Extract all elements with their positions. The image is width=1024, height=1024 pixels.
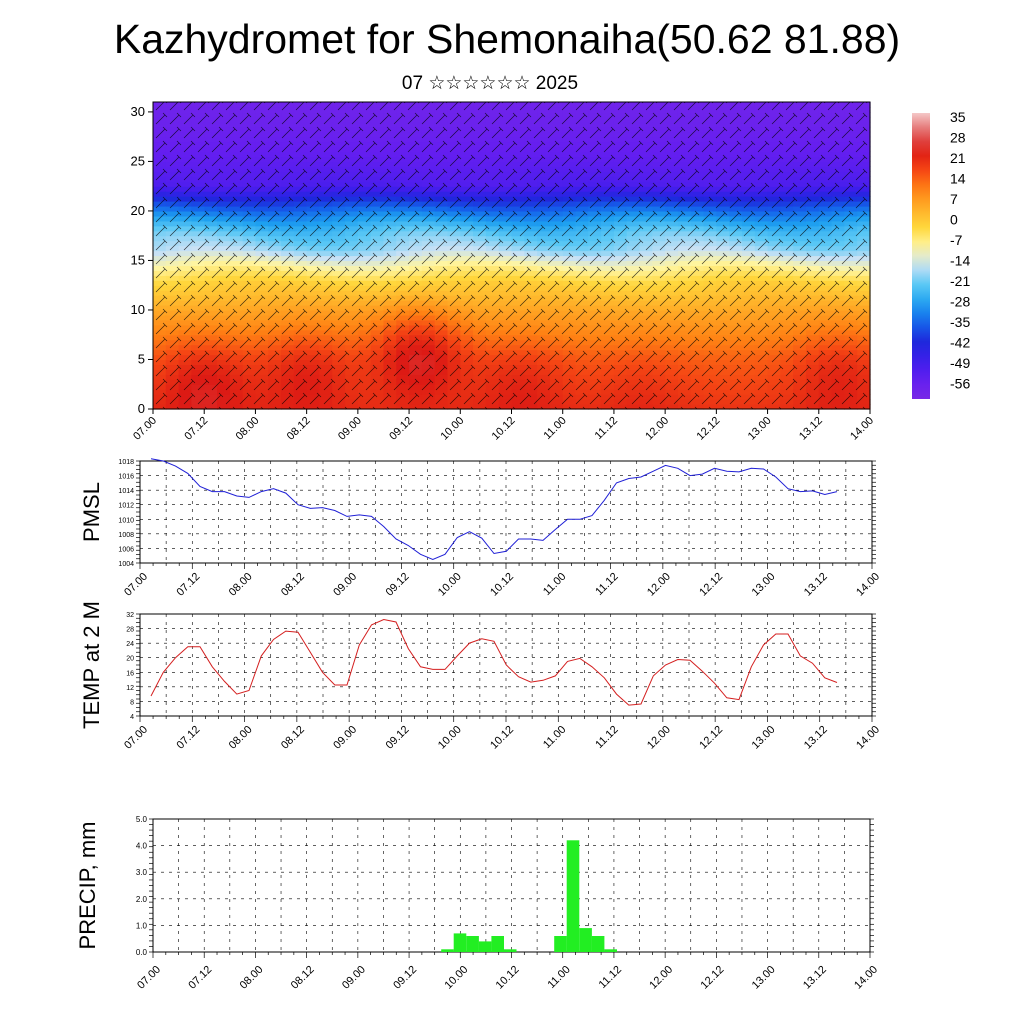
x-tick-label: 12.00 [647, 964, 675, 992]
precip-bar [466, 936, 479, 952]
precip-bar [591, 936, 605, 952]
precip-bar [503, 949, 517, 952]
colorbar-labels: 35 28 21 14 7 0 -7 -14 -21 -28 -35 -42 -49 -56 [950, 109, 970, 392]
colorbar-label: 0 [950, 212, 958, 228]
y-tick-label: 1014 [118, 488, 134, 495]
wind-barbs-overlay [153, 102, 870, 409]
chart-title: Kazhydromet for Shemonaiha(50.62 81.88) [113, 16, 901, 62]
colorbar-label: 21 [950, 150, 966, 166]
y-axis-label: PMSL [79, 482, 104, 542]
x-tick-label: 10.12 [494, 964, 522, 992]
y-tick-label: 25 [131, 153, 145, 168]
y-axis-label: PRECIP, mm [75, 822, 100, 950]
y-tick-label: 2.0 [136, 895, 148, 904]
y-tick-label: 4 [130, 714, 134, 721]
precip-bar [478, 941, 492, 952]
precip-bar [566, 840, 580, 952]
x-tick-label: 11.12 [597, 964, 624, 991]
x-tick-label: 07.12 [186, 964, 214, 992]
y-tick-label: 5 [138, 351, 145, 366]
x-tick-label: 10.00 [442, 964, 470, 992]
precip-bar [441, 949, 454, 952]
x-tick-label: 09.12 [391, 964, 419, 992]
y-tick-label: 1010 [118, 517, 134, 524]
colorbar-label: 35 [950, 109, 966, 125]
y-tick-label: 12 [126, 685, 134, 692]
colorbar-label: -56 [950, 376, 970, 392]
y-tick-label: 15 [131, 252, 145, 267]
y-tick-label: 5.0 [136, 815, 148, 824]
y-tick-label: 30 [131, 104, 145, 119]
colorbar-label: 7 [950, 191, 958, 207]
colorbar-label: 28 [950, 130, 966, 146]
colorbar-label: -21 [950, 273, 970, 289]
x-tick-label: 13.00 [750, 964, 778, 992]
y-tick-label: 32 [126, 612, 134, 619]
precip-bar [453, 933, 467, 952]
y-tick-label: 20 [131, 203, 145, 218]
y-tick-label: 10 [131, 302, 145, 317]
x-tick-label: 12.12 [699, 964, 727, 992]
x-tick-label: 09.00 [340, 964, 368, 992]
colorbar-label: 14 [950, 171, 966, 187]
y-tick-label: 0.0 [136, 948, 148, 957]
colorbar-label: -35 [950, 314, 970, 330]
precip-bar [491, 936, 504, 952]
y-tick-label: 24 [126, 641, 134, 648]
y-tick-label: 1008 [118, 532, 134, 539]
temp-series-line [150, 618, 838, 706]
x-tick-label: 08.12 [289, 964, 317, 992]
y-tick-label: 8 [130, 699, 134, 706]
pmsl-series-line [150, 458, 838, 560]
x-tick-label: 08.00 [238, 964, 266, 992]
x-tick-label: 13.12 [801, 964, 829, 992]
y-tick-label: 4.0 [136, 842, 148, 851]
precip-bar [579, 928, 592, 952]
y-axis-label: TEMP at 2 M [79, 601, 104, 729]
colorbar-label: -28 [950, 294, 970, 310]
y-tick-label: 1018 [118, 459, 134, 466]
y-tick-label: 20 [126, 656, 134, 663]
colorbar [912, 113, 930, 399]
colorbar-label: -49 [950, 355, 970, 371]
x-tick-label: 14.00 [852, 964, 880, 992]
y-tick-label: 1004 [118, 561, 134, 568]
y-tick-label: 16 [126, 670, 134, 677]
y-tick-label: 1016 [118, 474, 134, 481]
precip-bar [554, 936, 567, 952]
x-tick-label: 07.00 [135, 964, 163, 992]
colorbar-label: -7 [950, 232, 963, 248]
chart-subtitle: 07 ☆☆☆☆☆☆ 2025 [401, 73, 579, 94]
colorbar-label: -14 [950, 253, 970, 269]
y-tick-label: 1012 [118, 503, 134, 510]
y-tick-label: 0 [138, 401, 145, 416]
colorbar-label: -42 [950, 335, 970, 351]
y-tick-label: 1.0 [136, 921, 148, 930]
y-tick-label: 1006 [118, 546, 134, 553]
y-tick-label: 28 [126, 627, 134, 634]
y-tick-label: 3.0 [136, 868, 148, 877]
x-tick-label: 11.00 [545, 964, 572, 991]
precip-bar [604, 949, 617, 952]
